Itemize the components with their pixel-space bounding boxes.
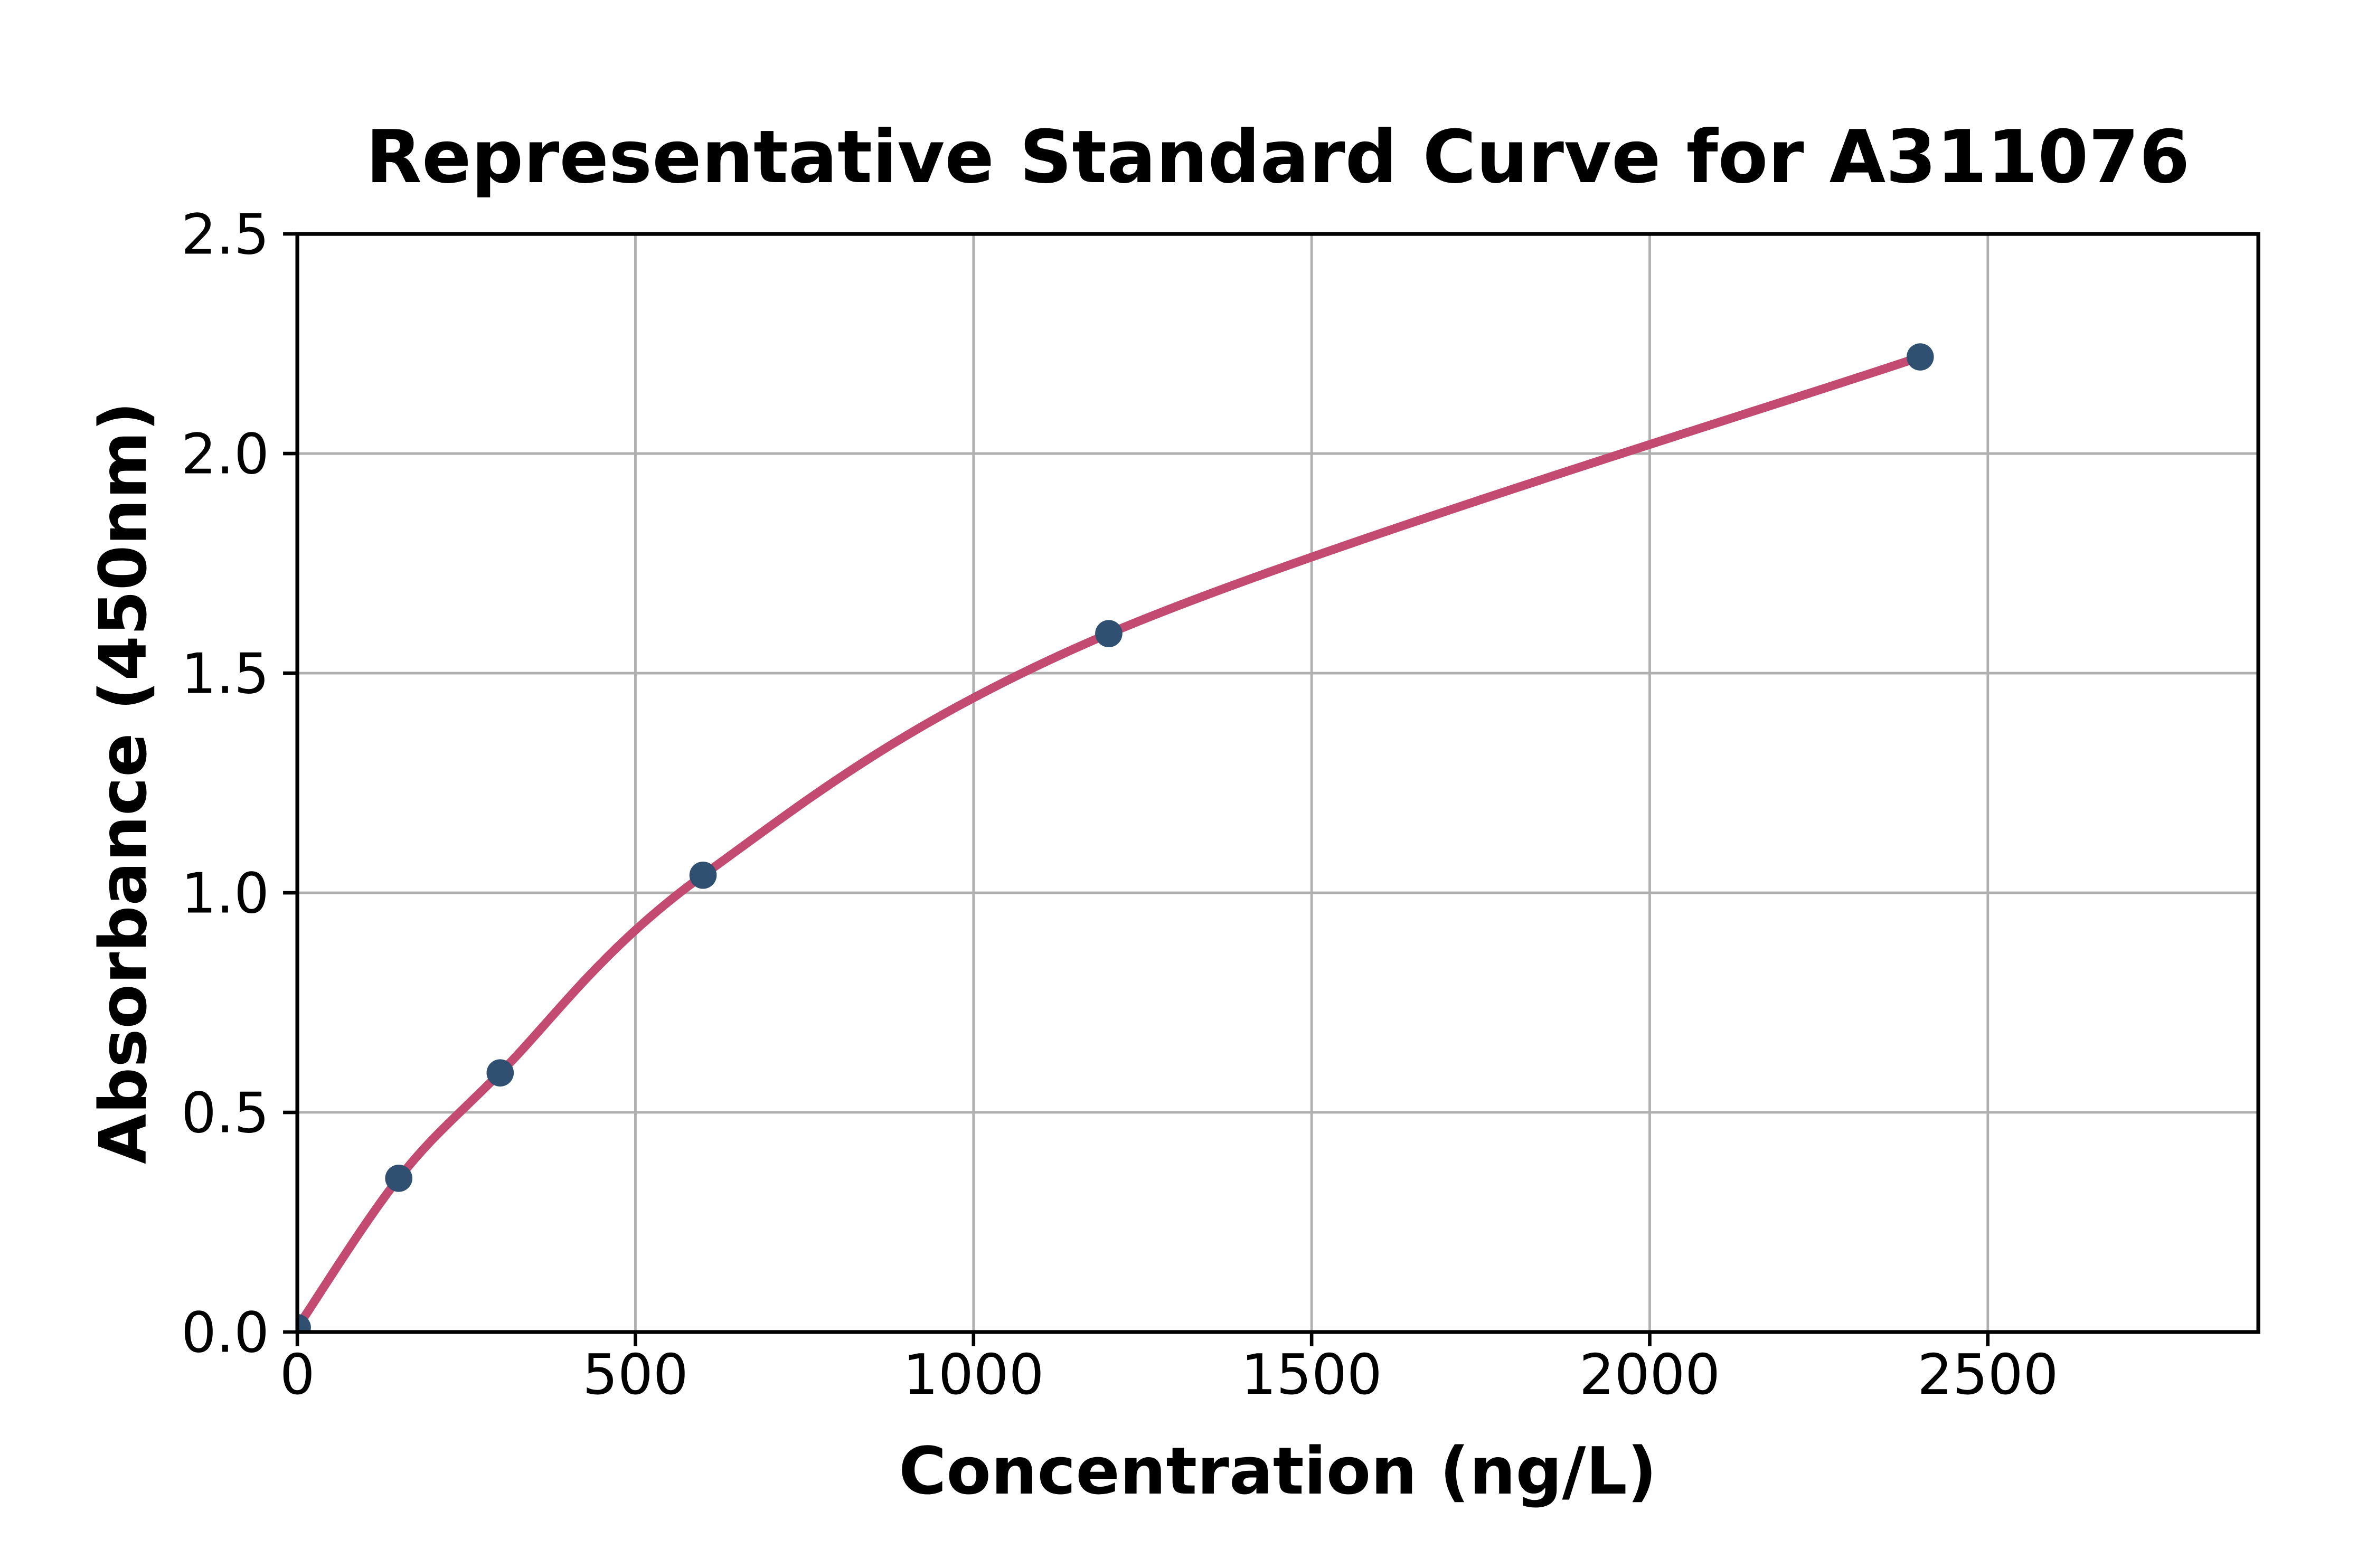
chart-title: Representative Standard Curve for A31107… <box>366 115 2190 200</box>
x-tick-label: 2500 <box>1917 1343 2058 1407</box>
x-tick-labels: 0 500 1000 1500 2000 2500 <box>280 1343 2059 1407</box>
data-point <box>689 861 717 889</box>
y-tick-label: 0.5 <box>181 1081 269 1146</box>
data-point <box>1906 343 1934 371</box>
y-tick-label: 2.5 <box>181 203 269 267</box>
data-point <box>385 1165 413 1192</box>
y-tick-label: 2.0 <box>181 422 269 487</box>
grid-lines <box>297 234 2259 1332</box>
axes-box <box>295 232 2260 1334</box>
y-axis-label: Absorbance (450nm) <box>86 402 162 1164</box>
plot-content <box>297 343 1934 1332</box>
y-tick-label: 1.5 <box>181 642 269 706</box>
data-point <box>486 1059 514 1087</box>
x-tick-label: 0 <box>280 1343 315 1407</box>
data-point <box>297 1314 311 1332</box>
plot-border <box>295 232 2260 1334</box>
x-tick-label: 2000 <box>1579 1343 1720 1407</box>
x-tick-label: 1000 <box>903 1343 1044 1407</box>
x-tick-label: 500 <box>582 1343 688 1407</box>
data-point <box>1095 620 1123 647</box>
axis-ticks <box>283 232 1990 1346</box>
x-tick-label: 1500 <box>1241 1343 1382 1407</box>
y-tick-label: 1.0 <box>181 862 269 926</box>
fitted-curve <box>297 352 1925 1332</box>
y-tick-labels: 0.0 0.5 1.0 1.5 2.0 2.5 <box>181 203 269 1365</box>
x-axis-label: Concentration (ng/L) <box>899 1434 1657 1509</box>
y-tick-label: 0.0 <box>181 1301 269 1365</box>
data-points <box>297 343 1934 1332</box>
